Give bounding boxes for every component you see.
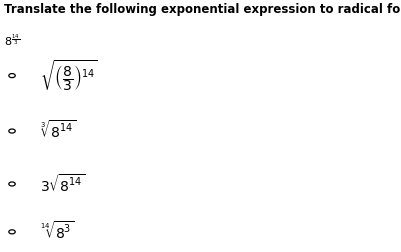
Text: $\sqrt[3]{8^{14}}$: $\sqrt[3]{8^{14}}$ <box>40 120 76 142</box>
Text: $8^{\frac{14}{3}}$: $8^{\frac{14}{3}}$ <box>4 33 20 48</box>
Text: $\sqrt{\left(\dfrac{8}{3}\right)^{14}}$: $\sqrt{\left(\dfrac{8}{3}\right)^{14}}$ <box>40 58 98 93</box>
Text: Translate the following exponential expression to radical form: Translate the following exponential expr… <box>4 3 401 16</box>
Text: $3\sqrt{8^{14}}$: $3\sqrt{8^{14}}$ <box>40 173 85 195</box>
Text: $\sqrt[14]{8^3}$: $\sqrt[14]{8^3}$ <box>40 221 75 242</box>
